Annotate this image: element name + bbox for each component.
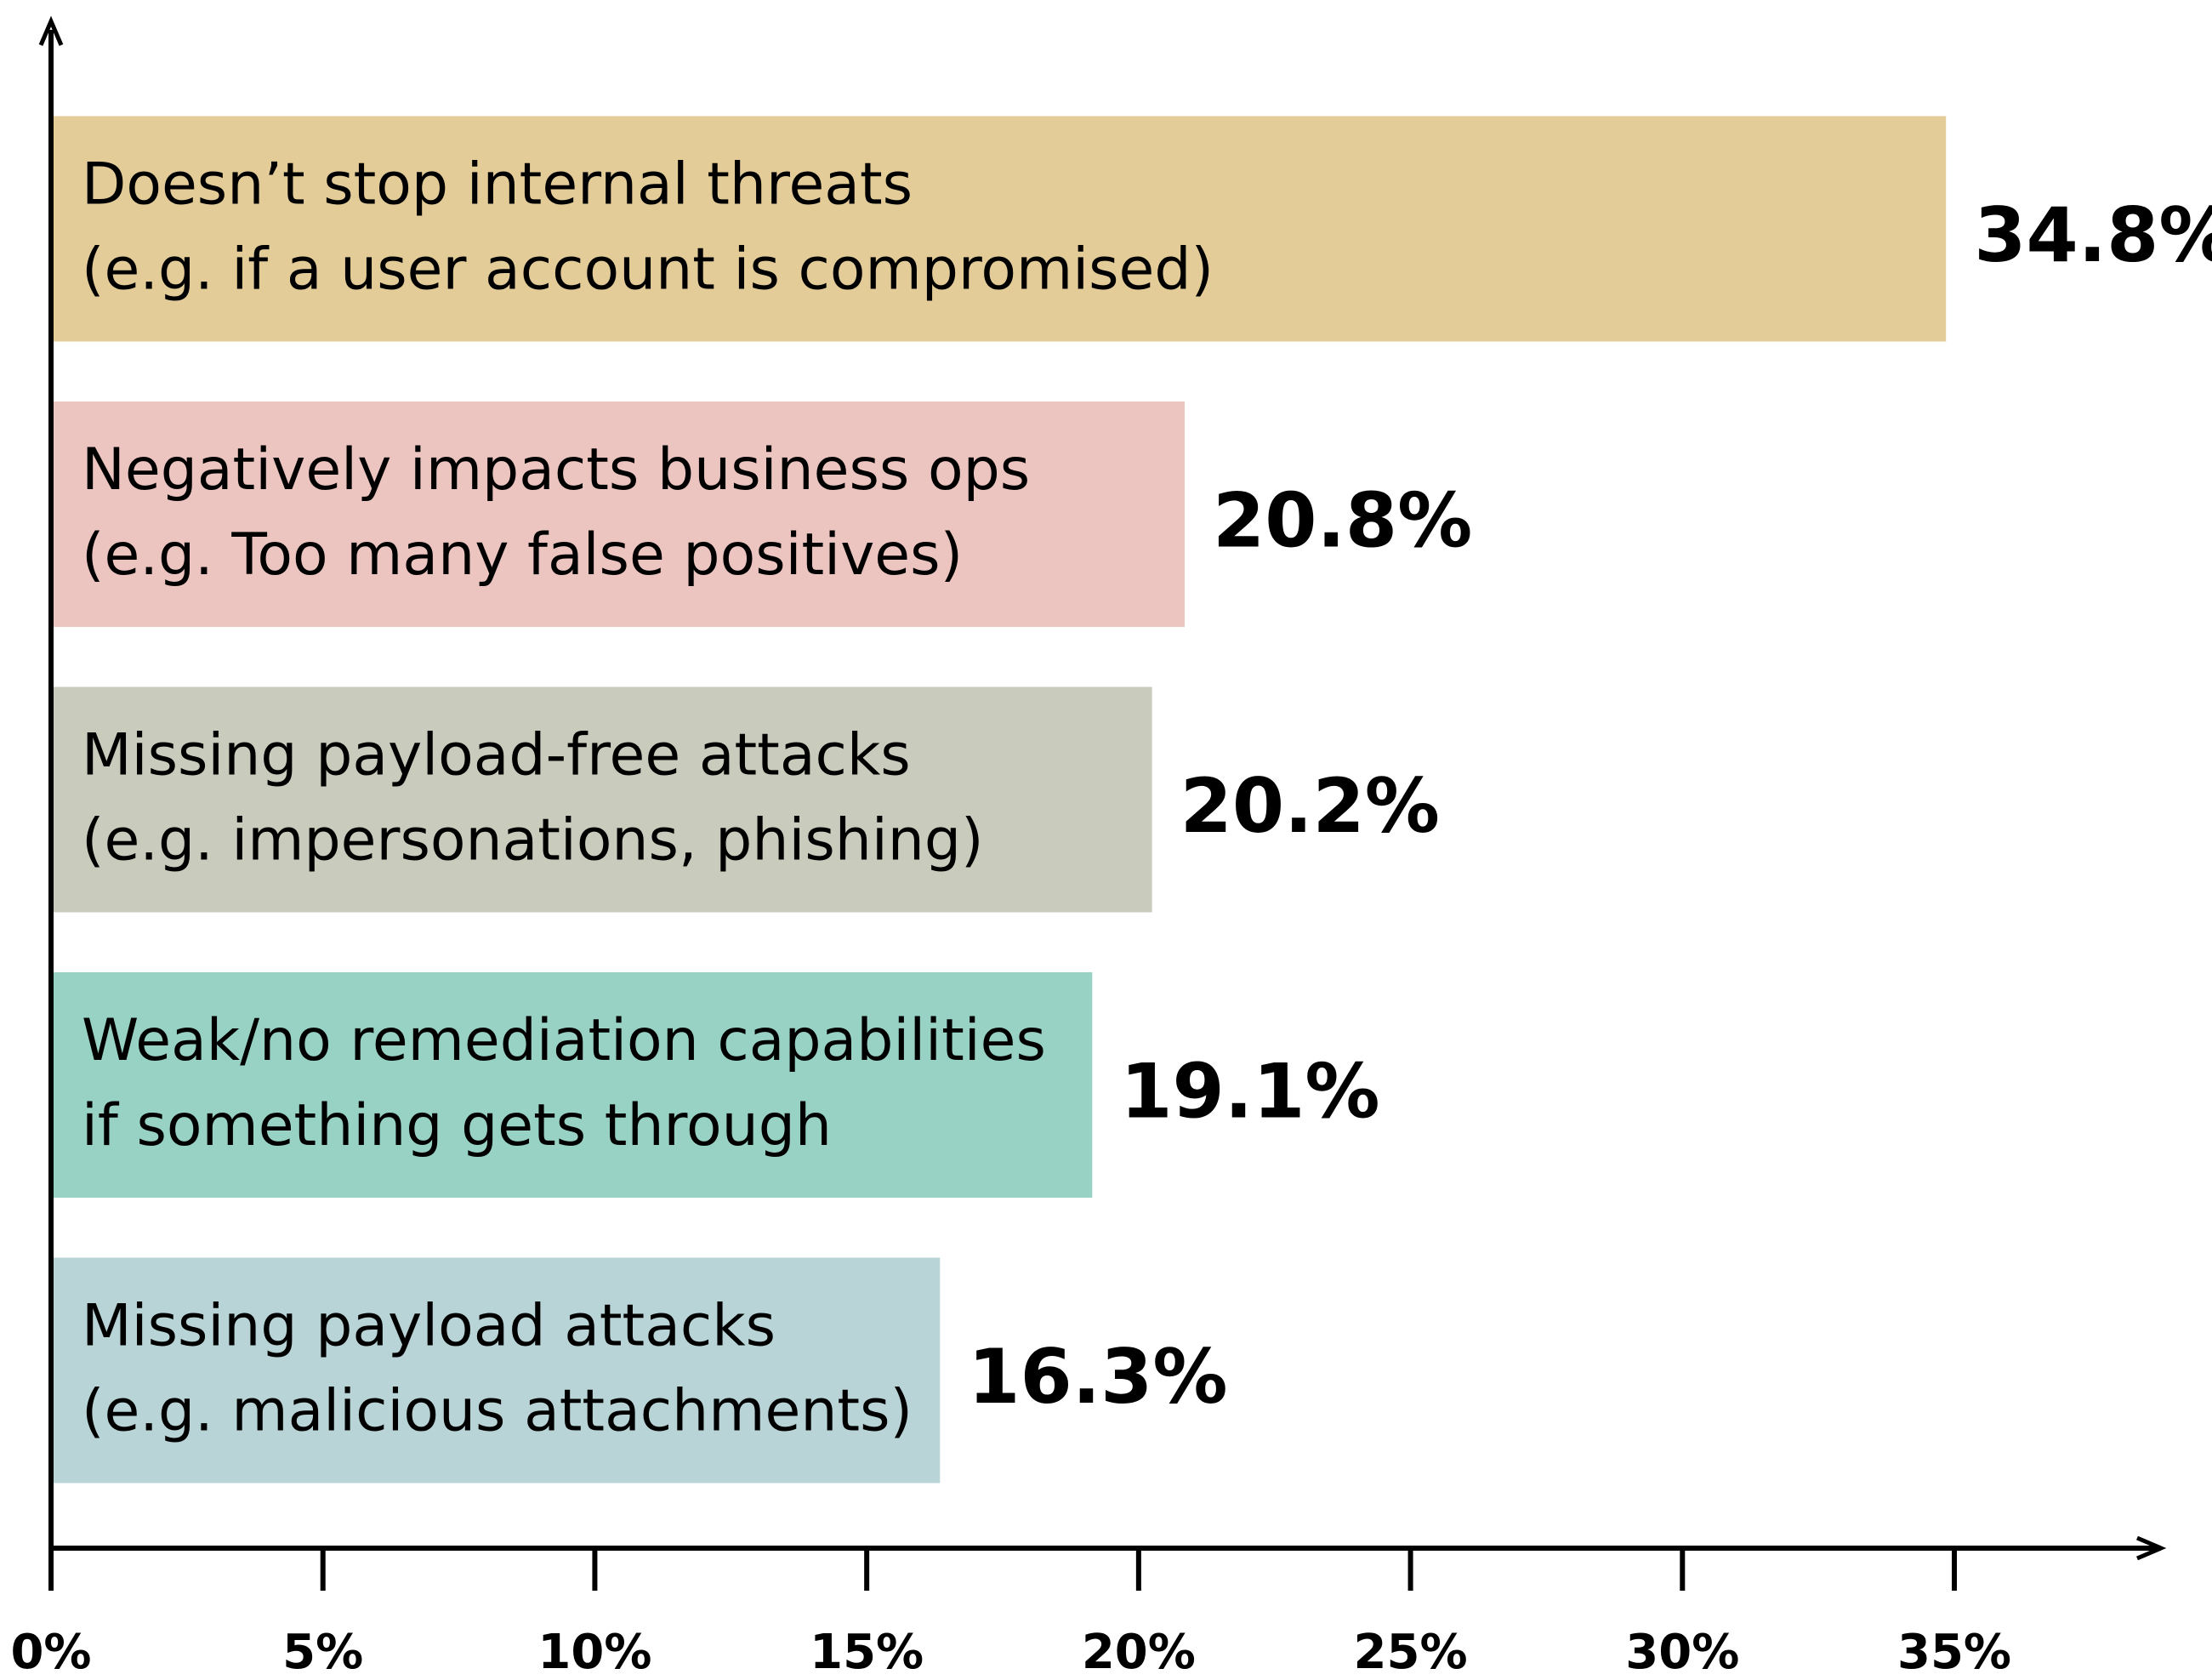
bar [54,1257,941,1484]
x-axis-arrow [2136,1535,2167,1561]
x-tick-label: 15% [810,1625,924,1680]
category-label: Doesn’t stop internal threats [82,151,913,219]
value-label: 19.1% [1120,1047,1379,1135]
value-label: 20.8% [1213,476,1472,564]
value-label: 34.8% [1974,191,2212,279]
x-tick-label: 30% [1625,1625,1739,1680]
x-tick-label: 0% [10,1625,91,1680]
bar [54,972,1093,1198]
value-label: 20.2% [1180,762,1440,850]
category-label: (e.g. impersonations, phishing) [82,807,984,874]
x-tick-label: 35% [1897,1625,2011,1680]
value-label: 16.3% [968,1333,1227,1421]
category-label: (e.g. malicious attachments) [82,1378,913,1445]
category-label: Negatively impacts business ops [82,436,1030,504]
bar [54,116,1947,342]
category-label: Missing payload-free attacks [82,722,911,789]
bar [54,401,1186,627]
category-label: Weak/no remediation capabilities [82,1007,1046,1074]
x-tick-label: 25% [1354,1625,1468,1680]
x-tick-label: 10% [537,1625,651,1680]
bar [54,686,1152,913]
y-axis-arrow [38,15,64,46]
category-label: (e.g. Too many false positives) [82,521,963,589]
x-tick-label: 20% [1082,1625,1196,1680]
category-label: Missing payload attacks [82,1293,776,1360]
category-label: (e.g. if a user account is compromised) [82,236,1214,304]
category-label: if something gets through [82,1092,832,1159]
x-tick-label: 5% [282,1625,363,1680]
